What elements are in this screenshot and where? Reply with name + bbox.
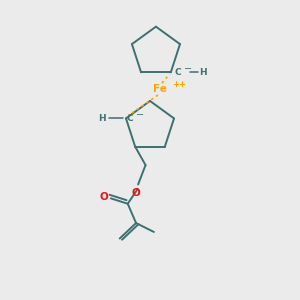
Text: Fe: Fe	[154, 84, 167, 94]
Text: C: C	[127, 114, 133, 123]
Text: O: O	[100, 192, 109, 202]
Text: −: −	[136, 110, 144, 120]
Text: O: O	[132, 188, 141, 198]
Text: H: H	[199, 68, 206, 77]
Text: C: C	[174, 68, 181, 77]
Text: ++: ++	[172, 80, 186, 89]
Text: H: H	[98, 114, 105, 123]
Text: −: −	[184, 64, 192, 74]
